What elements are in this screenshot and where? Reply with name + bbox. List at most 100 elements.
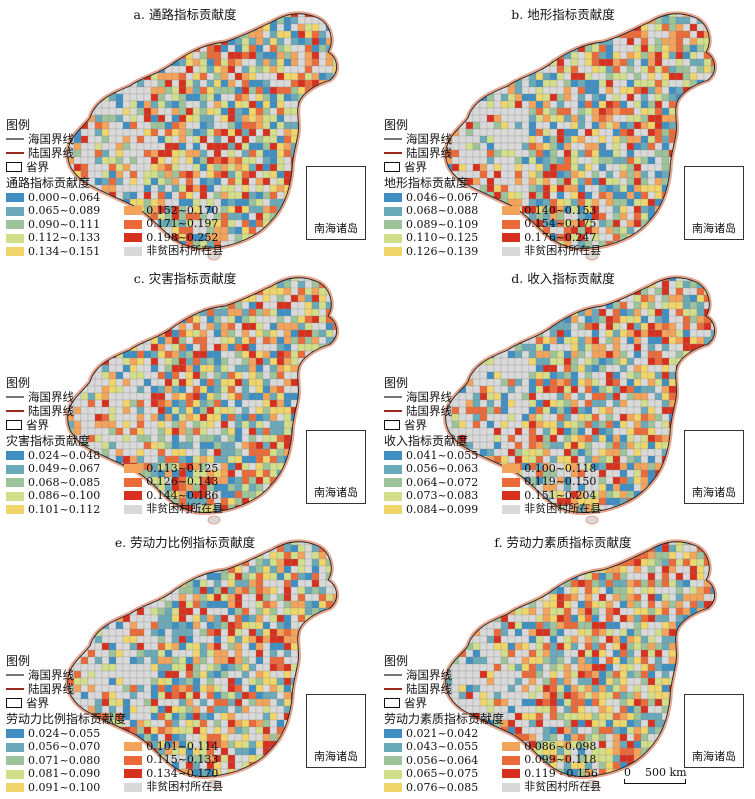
- county-cell: [689, 44, 698, 53]
- county-cell: [143, 294, 152, 303]
- county-cell: [185, 107, 194, 116]
- county-cell: [500, 315, 509, 324]
- county-cell: [241, 177, 250, 186]
- county-cell: [682, 100, 691, 109]
- county-cell: [605, 350, 614, 359]
- county-cell: [584, 357, 593, 366]
- county-cell: [696, 30, 705, 39]
- county-cell: [60, 31, 67, 38]
- county-cell: [318, 287, 327, 296]
- county-cell: [241, 114, 250, 123]
- county-cell: [311, 149, 320, 158]
- county-cell: [178, 357, 187, 366]
- county-cell: [262, 413, 271, 422]
- county-cell: [129, 364, 138, 373]
- county-cell: [584, 308, 593, 317]
- county-cell: [255, 406, 264, 415]
- county-cell: [479, 107, 488, 116]
- county-cell: [689, 72, 698, 81]
- county-cell: [507, 336, 516, 345]
- county-cell: [577, 315, 586, 324]
- county-cell: [718, 248, 725, 255]
- county-cell: [689, 308, 698, 317]
- county-cell: [612, 170, 621, 179]
- county-cell: [262, 504, 271, 513]
- county-cell: [668, 219, 677, 228]
- county-cell: [129, 65, 138, 74]
- county-cell: [703, 121, 712, 130]
- county-cell: [668, 343, 677, 352]
- county-cell: [311, 336, 320, 345]
- county-cell: [689, 30, 698, 39]
- county-cell: [248, 163, 257, 172]
- county-cell: [718, 316, 725, 323]
- county-cell: [87, 44, 96, 53]
- county-cell: [248, 149, 257, 158]
- county-cell: [241, 350, 250, 359]
- county-cell: [234, 476, 243, 485]
- county-cell: [619, 308, 628, 317]
- county-cell: [340, 421, 347, 428]
- county-cell: [647, 240, 656, 249]
- class-swatch: [384, 206, 402, 216]
- county-cell: [549, 44, 558, 53]
- county-cell: [220, 294, 229, 303]
- county-cell: [479, 287, 488, 296]
- county-cell: [451, 37, 460, 46]
- county-cell: [283, 287, 292, 296]
- county-cell: [192, 79, 201, 88]
- county-cell: [718, 129, 725, 136]
- county-cell: [591, 329, 600, 338]
- county-cell: [340, 316, 347, 323]
- county-cell: [689, 121, 698, 130]
- county-cell: [647, 184, 656, 193]
- county-cell: [297, 51, 306, 60]
- county-cell: [178, 65, 187, 74]
- county-cell: [661, 37, 670, 46]
- county-cell: [136, 301, 145, 310]
- county-cell: [647, 149, 656, 158]
- county-cell: [591, 322, 600, 331]
- county-cell: [332, 308, 337, 317]
- county-cell: [234, 441, 243, 450]
- county-cell: [304, 315, 313, 324]
- county-cell: [661, 163, 670, 172]
- county-cell: [304, 329, 313, 338]
- county-cell: [255, 329, 264, 338]
- county-cell: [122, 329, 131, 338]
- county-cell: [255, 350, 264, 359]
- class-title: 通路指标贡献度: [6, 176, 91, 190]
- sea-boundary-swatch: [6, 396, 24, 398]
- class-swatch: [124, 233, 143, 243]
- county-cell: [297, 427, 306, 436]
- county-cell: [269, 420, 278, 429]
- county-cell: [528, 287, 537, 296]
- county-cell: [248, 128, 257, 137]
- county-cell: [703, 357, 712, 366]
- county-cell: [234, 142, 243, 151]
- county-cell: [262, 336, 271, 345]
- county-cell: [325, 240, 334, 249]
- county-cell: [710, 86, 715, 95]
- county-cell: [269, 490, 278, 499]
- county-cell: [248, 511, 257, 513]
- county-cell: [577, 100, 586, 109]
- county-cell: [438, 351, 445, 358]
- county-cell: [591, 58, 600, 67]
- legend-class: 0.176~0.247: [502, 231, 601, 245]
- county-cell: [689, 294, 698, 303]
- county-cell: [304, 287, 313, 296]
- county-cell: [248, 44, 257, 53]
- legend-nonpoor: 非贫困村所在县: [124, 244, 223, 259]
- county-cell: [542, 72, 551, 81]
- county-cell: [262, 156, 271, 165]
- county-cell: [654, 23, 663, 32]
- county-cell: [269, 247, 278, 249]
- county-cell: [276, 79, 285, 88]
- county-cell: [563, 350, 572, 359]
- county-cell: [290, 93, 299, 102]
- county-cell: [514, 308, 523, 317]
- county-cell: [605, 233, 614, 242]
- county-cell: [507, 301, 516, 310]
- class-label: 0.126~0.143: [146, 475, 219, 489]
